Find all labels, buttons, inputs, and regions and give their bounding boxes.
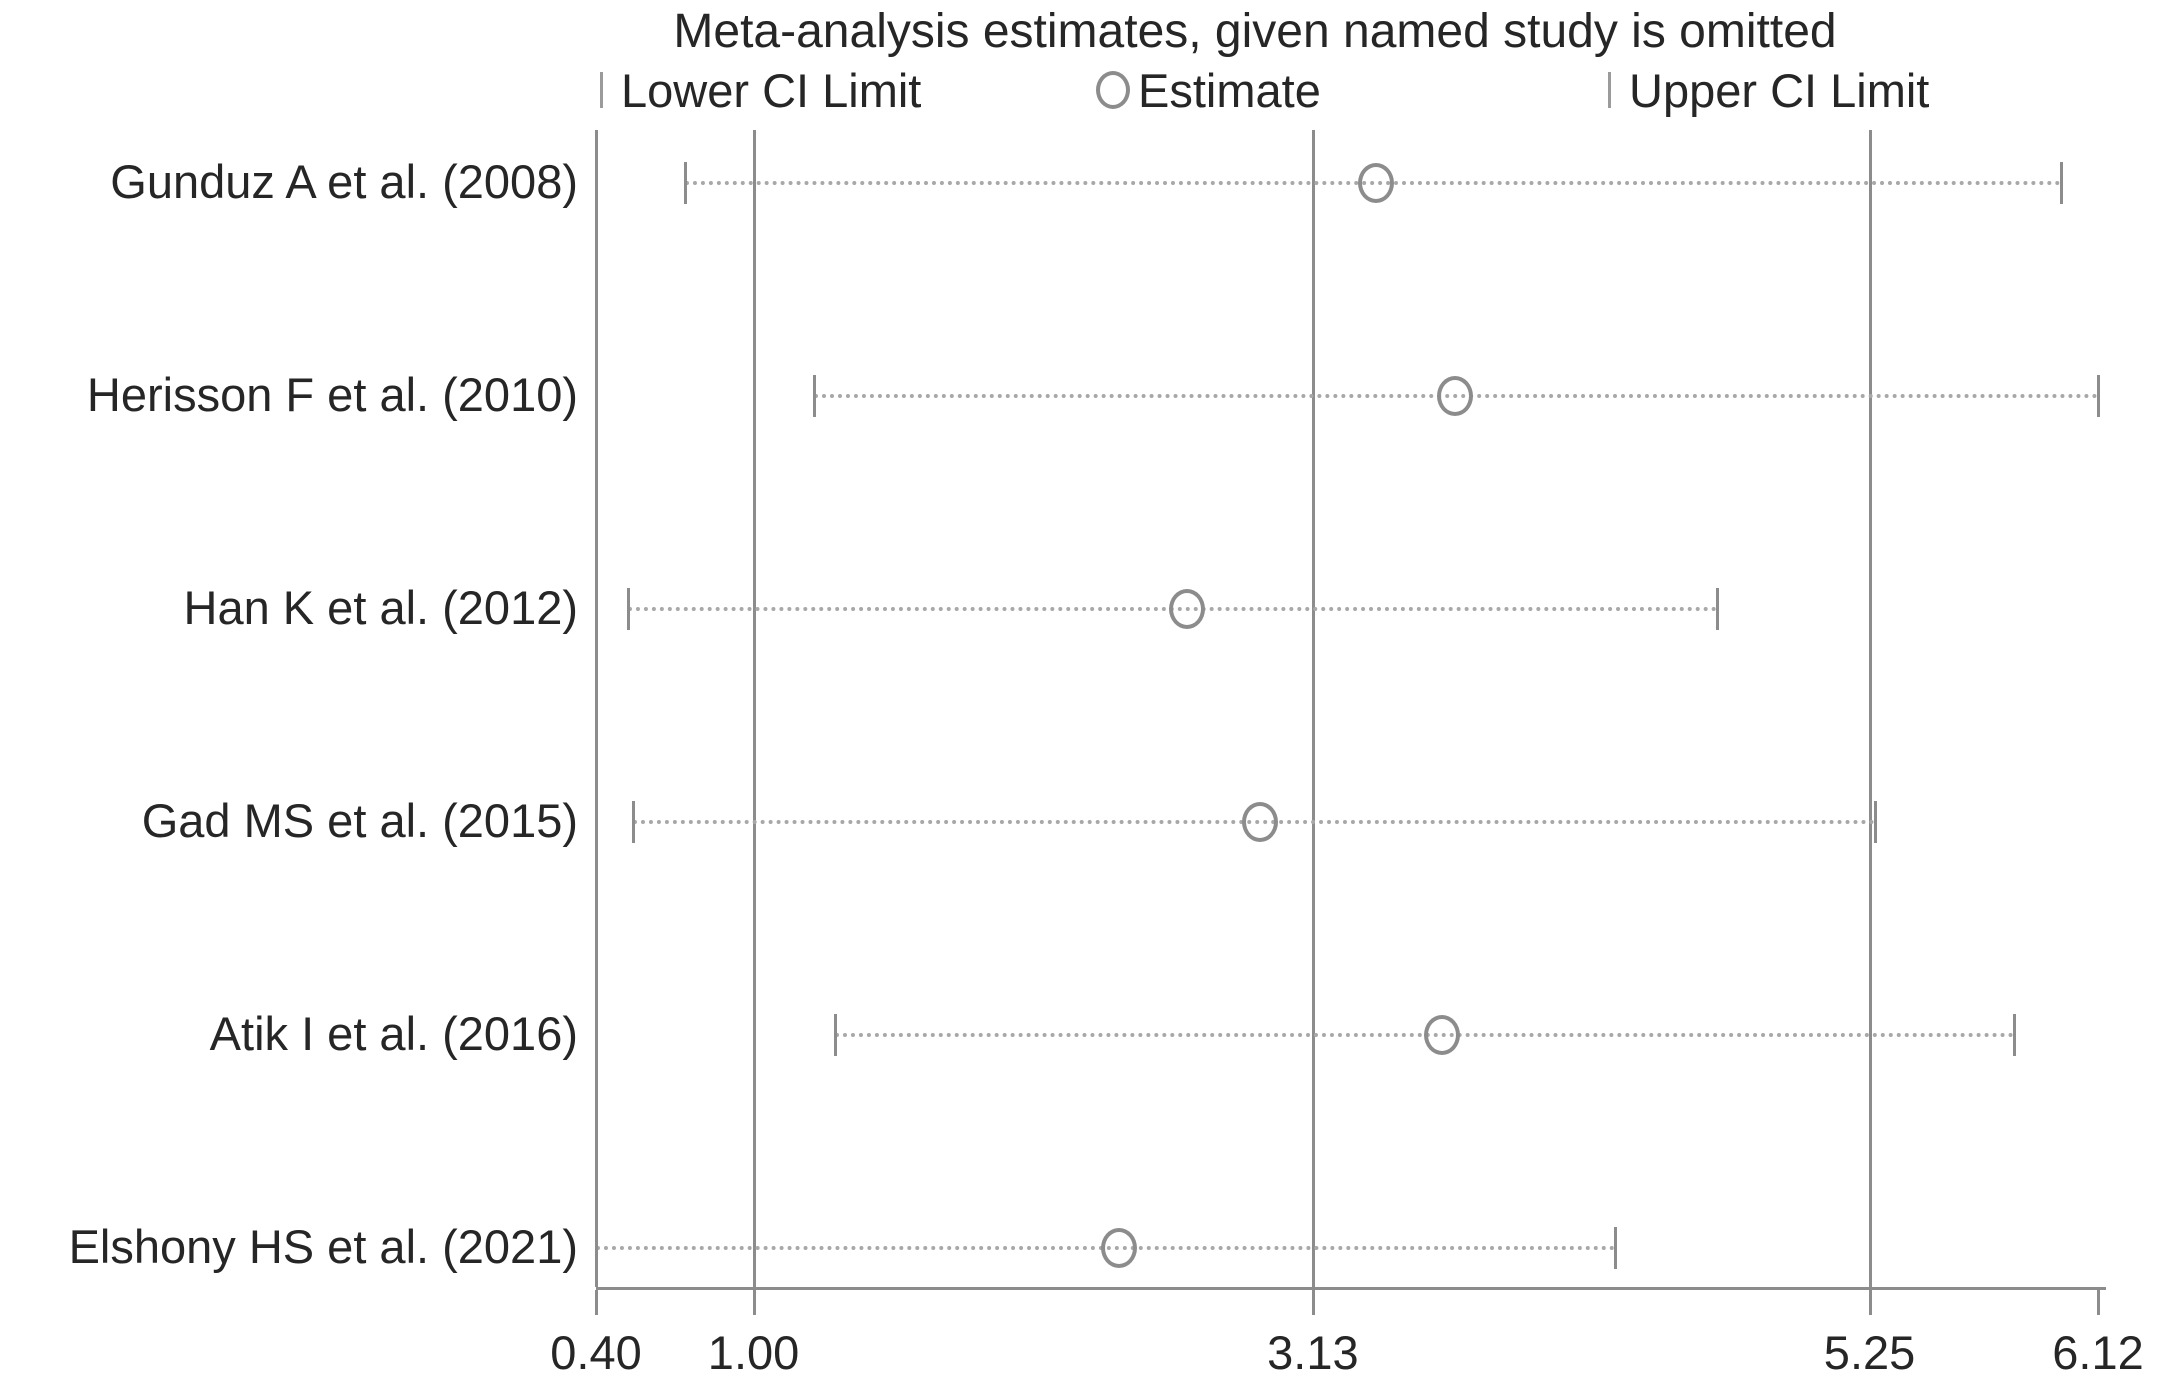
x-tick-0 (595, 1290, 598, 1315)
upper-ci-tick-icon (1608, 72, 1611, 108)
upper-ci-tick-1 (2097, 375, 2100, 417)
study-label-2: Han K et al. (2012) (183, 581, 579, 634)
study-label-5: Elshony HS et al. (2021) (68, 1220, 578, 1273)
x-tick-2 (1311, 1290, 1315, 1315)
x-tick-3 (1868, 1290, 1872, 1315)
legend-label-lower-ci: Lower CI Limit (621, 63, 922, 117)
lower-ci-tick-5 (595, 1227, 598, 1269)
estimate-marker-0 (1357, 163, 1394, 203)
study-label-1: Herisson F et al. (2010) (86, 368, 578, 421)
x-tick-label-4: 6.12 (2052, 1326, 2144, 1379)
lower-ci-tick-icon (600, 72, 603, 108)
estimate-marker-2 (1168, 589, 1205, 629)
lower-ci-tick-2 (626, 588, 630, 630)
legend-item-lower-ci: Lower CI Limit (600, 62, 921, 118)
estimate-marker-5 (1100, 1228, 1137, 1268)
lower-ci-tick-4 (833, 1014, 837, 1056)
x-tick-4 (2097, 1290, 2100, 1315)
lower-ci-tick-1 (812, 375, 816, 417)
chart-title: Meta-analysis estimates, given named stu… (673, 5, 1837, 58)
upper-ci-tick-0 (2060, 162, 2064, 204)
x-tick-1 (752, 1290, 756, 1315)
x-tick-label-2: 3.13 (1267, 1326, 1359, 1379)
reference-line-1 (1311, 130, 1315, 1287)
x-axis-line (596, 1287, 2106, 1290)
x-tick-label-3: 5.25 (1823, 1326, 1916, 1379)
estimate-marker-1 (1436, 376, 1473, 416)
lower-ci-tick-3 (631, 801, 635, 843)
x-tick-label-0: 0.40 (550, 1326, 642, 1379)
reference-line-0 (752, 130, 756, 1287)
study-label-3: Gad MS et al. (2015) (141, 794, 578, 847)
legend-label-estimate: Estimate (1138, 63, 1321, 117)
y-axis-line (595, 130, 598, 1287)
estimate-marker-4 (1423, 1015, 1460, 1055)
upper-ci-tick-2 (1716, 588, 1720, 630)
upper-ci-tick-3 (1873, 801, 1877, 843)
legend-label-upper-ci: Upper CI Limit (1629, 63, 1930, 117)
study-label-0: Gunduz A et al. (2008) (110, 155, 578, 208)
x-tick-label-1: 1.00 (707, 1326, 800, 1379)
legend-item-estimate: Estimate (1096, 62, 1321, 118)
estimate-circle-icon (1096, 71, 1130, 109)
legend-item-upper-ci: Upper CI Limit (1608, 62, 1929, 118)
reference-line-2 (1868, 130, 1872, 1287)
estimate-marker-3 (1242, 802, 1279, 842)
study-label-4: Atik I et al. (2016) (209, 1007, 578, 1060)
upper-ci-tick-5 (1613, 1227, 1617, 1269)
lower-ci-tick-0 (684, 162, 688, 204)
upper-ci-tick-4 (2012, 1014, 2016, 1056)
